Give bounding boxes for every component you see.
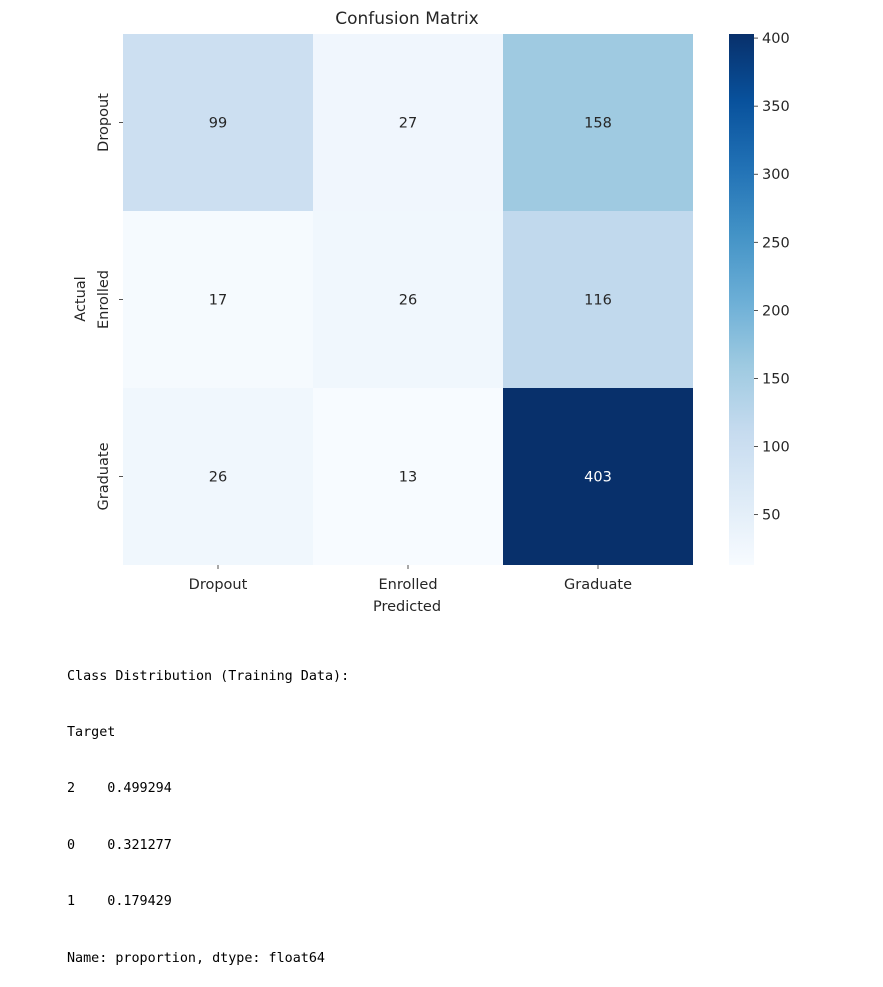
heatmap-cell (313, 34, 503, 211)
colorbar-tick-label: 150 (762, 371, 790, 387)
heatmap-cell (503, 388, 693, 565)
cell-value-label: 13 (399, 470, 417, 486)
heatmap-cell (123, 388, 313, 565)
output-line: Name: proportion, dtype: float64 (67, 950, 325, 966)
y-tick-label: Enrolled (96, 270, 112, 329)
y-tick-label: Graduate (96, 442, 112, 510)
colorbar-tick-label: 50 (762, 508, 780, 524)
x-tick-label: Graduate (564, 577, 632, 593)
y-tick-labels: Dropout Enrolled Graduate (96, 93, 123, 510)
heatmap-cell (313, 388, 503, 565)
cell-value-label: 17 (209, 293, 227, 309)
cell-value-label: 403 (584, 470, 612, 486)
output-line: 0 0.321277 (67, 837, 172, 853)
colorbar-tick-label: 350 (762, 99, 790, 115)
colorbar-tick-label: 100 (762, 440, 790, 456)
heatmap-cell (503, 34, 693, 211)
y-tick-label: Dropout (96, 93, 112, 152)
heatmap-cell (123, 34, 313, 211)
x-tick-label: Enrolled (378, 577, 437, 593)
cell-value-label: 26 (209, 470, 227, 486)
heatmap-cell (503, 211, 693, 388)
x-axis-label: Predicted (373, 599, 441, 615)
cell-value-label: 26 (399, 293, 417, 309)
heatmap-cells: 99 27 158 17 26 116 26 13 403 (123, 34, 693, 565)
colorbar-ticks: 50 100 150 200 250 300 350 400 (754, 31, 790, 524)
output-line: Target (67, 724, 116, 740)
output-line: 1 0.179429 (67, 894, 172, 910)
colorbar (729, 34, 754, 565)
cell-value-label: 99 (209, 116, 227, 132)
cell-value-label: 116 (584, 293, 612, 309)
x-tick-label: Dropout (189, 577, 248, 593)
chart-title: Confusion Matrix (335, 9, 479, 29)
cell-value-label: 27 (399, 116, 417, 132)
colorbar-tick-label: 200 (762, 303, 790, 319)
heatmap-cell (313, 211, 503, 388)
colorbar-tick-label: 400 (762, 31, 790, 47)
colorbar-tick-label: 300 (762, 167, 790, 183)
heatmap-cell (123, 211, 313, 388)
y-axis-label: Actual (73, 276, 89, 321)
output-line: 2 0.499294 (67, 781, 172, 797)
console-output: Class Distribution (Training Data): Targ… (67, 630, 349, 987)
x-tick-labels: Dropout Enrolled Graduate (189, 565, 632, 593)
output-line: Class Distribution (Training Data): (67, 668, 350, 684)
cell-value-label: 158 (584, 116, 612, 132)
confusion-matrix-chart: Confusion Matrix 99 27 158 17 26 116 26 13 403 D… (73, 9, 790, 615)
colorbar-tick-label: 250 (762, 235, 790, 251)
